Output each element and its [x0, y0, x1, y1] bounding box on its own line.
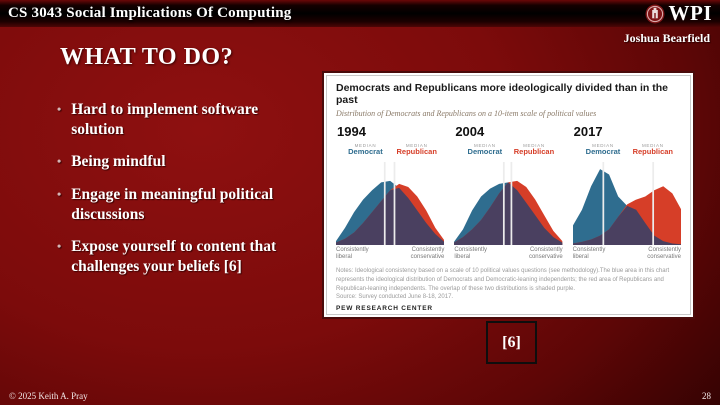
median-labels: MEDIAN Democrat MEDIAN Republican	[573, 142, 681, 161]
median-democrat-label: MEDIAN Democrat	[348, 143, 383, 157]
course-title: CS 3043 Social Implications Of Computing	[8, 5, 292, 21]
bullet-text: Hard to implement software solution	[71, 101, 259, 138]
chart-source: Source: Survey conducted June 8-18, 2017…	[336, 294, 454, 301]
wpi-logo: WPI	[645, 3, 713, 24]
republican-name: Republican	[513, 147, 555, 156]
pew-chart-figure: Democrats and Republicans more ideologic…	[322, 71, 695, 319]
pew-panels: 1994 MEDIAN Democrat MEDIAN Republican Consis…	[336, 123, 681, 261]
x-axis-labels: Consistently liberal Consistently conserv…	[336, 247, 444, 261]
distribution-plot-2017	[572, 161, 681, 245]
pew-panel-1994: 1994 MEDIAN Democrat MEDIAN Republican Consis…	[336, 123, 445, 261]
distribution-plot-1994	[336, 161, 445, 245]
wpi-logo-text: WPI	[668, 1, 712, 25]
median-caption: MEDIAN	[523, 143, 545, 148]
wpi-seal-icon	[645, 4, 665, 24]
median-caption: MEDIAN	[592, 143, 614, 148]
bullet-icon: •	[57, 102, 62, 116]
x-axis-labels: Consistently liberal Consistently conserv…	[454, 247, 562, 261]
list-item: • Being mindful	[57, 152, 302, 172]
x-label-liberal: Consistently liberal	[572, 247, 606, 261]
list-item: • Expose yourself to content that challen…	[57, 237, 302, 276]
bullet-text: Expose yourself to content that challeng…	[71, 238, 277, 276]
list-item: • Engage in meaningful political discussi…	[57, 185, 302, 224]
median-republican-label: MEDIAN Republican	[396, 143, 436, 157]
pew-chart-inner: Democrats and Republicans more ideologic…	[326, 75, 691, 315]
x-label-conservative: Consistently conservative	[528, 247, 563, 261]
chart-notes: Notes: Ideological consistency based on …	[336, 268, 670, 292]
democrat-name: Democrat	[348, 147, 383, 156]
republican-name: Republican	[632, 147, 674, 156]
median-republican-label: MEDIAN Republican	[514, 143, 554, 157]
median-labels: MEDIAN Democrat MEDIAN Republican	[336, 142, 444, 161]
bullet-text: Engage in meaningful political discussio…	[71, 186, 274, 223]
pew-panel-2017: 2017 MEDIAN Democrat MEDIAN Republican Consis…	[572, 123, 681, 261]
bullet-text: Being mindful	[71, 153, 166, 171]
median-caption: MEDIAN	[354, 143, 377, 148]
bullet-list: • Hard to implement software solution • Bei…	[57, 100, 302, 290]
x-label-conservative: Consistently conservative	[647, 247, 681, 261]
list-item: • Hard to implement software solution	[57, 100, 302, 139]
democrat-name: Democrat	[467, 147, 503, 156]
bullet-icon: •	[57, 239, 62, 254]
median-democrat-label: MEDIAN Democrat	[586, 143, 621, 157]
pew-panel-2004: 2004 MEDIAN Democrat MEDIAN Republican Consis…	[454, 123, 563, 261]
copyright: © 2025 Keith A. Pray	[9, 391, 88, 401]
citation-box: [6]	[486, 321, 537, 364]
median-caption: MEDIAN	[474, 143, 496, 148]
page-title: WHAT TO DO?	[60, 44, 234, 70]
bullet-icon: •	[57, 154, 62, 169]
median-republican-label: MEDIAN Republican	[633, 143, 673, 157]
median-democrat-label: MEDIAN Democrat	[468, 143, 503, 157]
panel-year-label: 1994	[337, 124, 366, 139]
median-labels: MEDIAN Democrat MEDIAN Republican	[454, 142, 562, 161]
bullet-icon: •	[57, 187, 62, 202]
x-label-liberal: Consistently liberal	[454, 247, 488, 261]
x-axis-labels: Consistently liberal Consistently conserv…	[573, 247, 681, 261]
distribution-plot-2004	[454, 161, 563, 245]
x-label-conservative: Consistently conservative	[410, 247, 445, 261]
panel-year-label: 2017	[573, 124, 603, 139]
page-number: 28	[702, 391, 711, 401]
median-caption: MEDIAN	[405, 143, 428, 148]
chart-title: Democrats and Republicans more ideologic…	[336, 82, 668, 106]
chart-subtitle: Distribution of Democrats and Republican…	[336, 109, 597, 118]
slide-footer: © 2025 Keith A. Pray 28	[0, 387, 720, 405]
author-name: Joshua Bearfield	[623, 31, 710, 45]
chart-brand: PEW RESEARCH CENTER	[336, 305, 433, 313]
panel-year-label: 2004	[455, 124, 485, 139]
republican-name: Republican	[396, 147, 437, 156]
x-label-liberal: Consistently liberal	[336, 247, 369, 261]
slide-header: CS 3043 Social Implications Of Computing…	[0, 0, 720, 27]
democrat-name: Democrat	[585, 147, 621, 156]
median-caption: MEDIAN	[641, 143, 664, 148]
